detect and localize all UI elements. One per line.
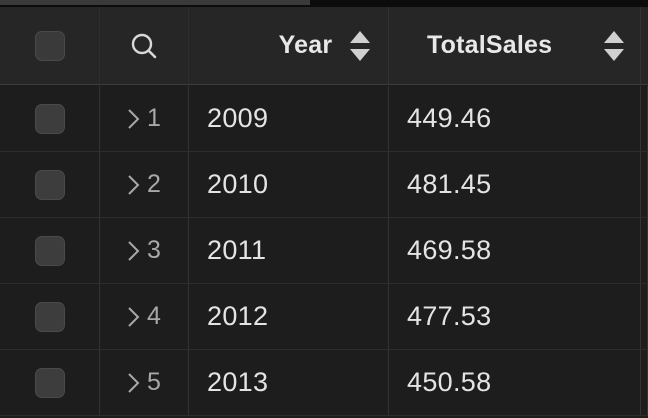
totalsales-cell[interactable]: 469.58	[389, 218, 641, 283]
totalsales-cell[interactable]: 481.45	[389, 152, 641, 217]
row-select-cell	[0, 152, 100, 217]
row-select-cell	[0, 86, 100, 151]
row-filler	[641, 152, 648, 217]
chevron-right-icon	[128, 174, 140, 195]
row-select-cell	[0, 218, 100, 283]
table-row[interactable]: 3 2011 469.58	[0, 218, 648, 284]
select-all-checkbox[interactable]	[34, 30, 65, 61]
column-header-totalsales-label: TotalSales	[427, 31, 553, 59]
active-tab-indicator[interactable]	[0, 0, 310, 5]
table-row[interactable]: 5 2013 450.58	[0, 350, 648, 416]
chevron-right-icon	[128, 306, 140, 327]
chevron-right-icon	[128, 108, 140, 129]
row-checkbox[interactable]	[34, 235, 65, 266]
row-filler	[641, 218, 648, 283]
year-value: 2013	[207, 367, 269, 397]
year-cell[interactable]: 2013	[189, 350, 389, 415]
row-expander[interactable]: 1	[127, 104, 161, 133]
table-row[interactable]: 1 2009 449.46	[0, 86, 648, 152]
year-cell[interactable]: 2012	[189, 284, 389, 349]
row-select-cell	[0, 284, 100, 349]
row-expander[interactable]: 2	[127, 170, 161, 199]
row-index: 2	[147, 170, 161, 198]
row-checkbox[interactable]	[34, 169, 65, 200]
row-filler	[641, 284, 648, 349]
column-header-year-label: Year	[278, 31, 333, 59]
row-index-cell[interactable]: 2	[100, 152, 189, 217]
row-select-cell	[0, 350, 100, 415]
chevron-right-icon	[128, 372, 140, 393]
totalsales-value: 481.45	[407, 169, 492, 199]
year-value: 2011	[207, 235, 267, 265]
table-row[interactable]: 2 2010 481.45	[0, 152, 648, 218]
year-value: 2010	[207, 169, 269, 199]
row-index-cell[interactable]: 1	[100, 86, 189, 151]
totalsales-value: 449.46	[407, 103, 492, 133]
table-header-row: Year TotalSales	[0, 7, 648, 85]
row-expander[interactable]: 3	[127, 236, 161, 265]
year-cell[interactable]: 2011	[189, 218, 389, 283]
totalsales-value: 469.58	[407, 235, 492, 265]
row-expander[interactable]: 4	[127, 302, 161, 331]
row-checkbox[interactable]	[34, 367, 65, 398]
header-search-cell	[100, 7, 189, 84]
search-icon[interactable]	[129, 31, 159, 61]
table-row[interactable]: 4 2012 477.53	[0, 284, 648, 350]
row-index-cell[interactable]: 4	[100, 284, 189, 349]
column-header-totalsales[interactable]: TotalSales	[389, 7, 641, 84]
row-index: 4	[147, 302, 161, 330]
header-select-cell	[0, 7, 100, 84]
row-checkbox[interactable]	[34, 301, 65, 332]
data-grid: Year TotalSales 1	[0, 7, 648, 418]
row-index: 1	[147, 104, 161, 132]
totalsales-cell[interactable]: 449.46	[389, 86, 641, 151]
totalsales-cell[interactable]: 450.58	[389, 350, 641, 415]
row-index-cell[interactable]: 3	[100, 218, 189, 283]
row-index-cell[interactable]: 5	[100, 350, 189, 415]
year-value: 2012	[207, 301, 269, 331]
year-cell[interactable]: 2009	[189, 86, 389, 151]
row-filler	[641, 350, 648, 415]
totalsales-cell[interactable]: 477.53	[389, 284, 641, 349]
row-expander[interactable]: 5	[127, 368, 161, 397]
year-value: 2009	[207, 103, 269, 133]
year-cell[interactable]: 2010	[189, 152, 389, 217]
row-checkbox[interactable]	[34, 103, 65, 134]
totalsales-value: 450.58	[407, 367, 492, 397]
sort-icon[interactable]	[348, 29, 372, 63]
header-filler	[641, 7, 648, 84]
column-header-year[interactable]: Year	[189, 7, 389, 84]
row-index: 5	[147, 368, 161, 396]
top-tab-bar	[0, 0, 648, 7]
sort-icon[interactable]	[602, 29, 626, 63]
chevron-right-icon	[128, 240, 140, 261]
row-index: 3	[147, 236, 161, 264]
row-filler	[641, 86, 648, 151]
totalsales-value: 477.53	[407, 301, 492, 331]
